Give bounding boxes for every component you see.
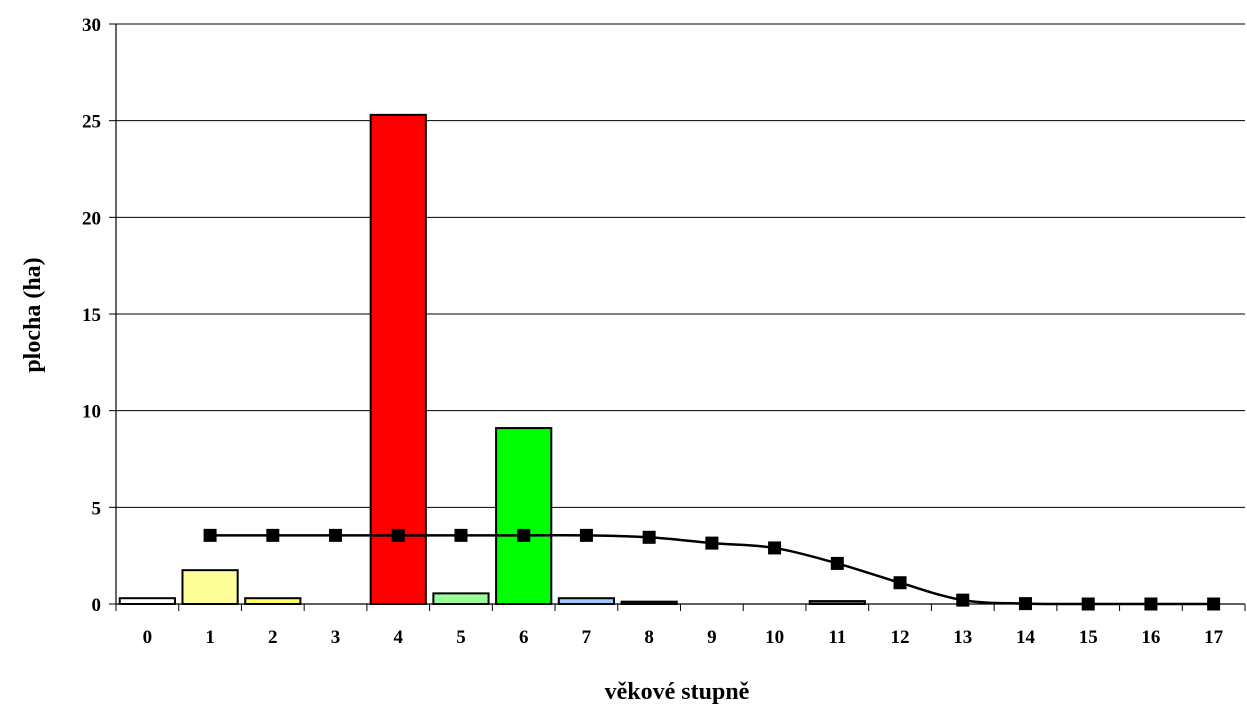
line-series xyxy=(203,528,1221,611)
gridlines xyxy=(109,23,1245,605)
bar-5 xyxy=(432,592,490,605)
bar-6 xyxy=(495,427,553,606)
line-marker-2 xyxy=(266,528,280,542)
line-marker-6 xyxy=(517,528,531,542)
bar-series xyxy=(118,113,866,606)
line-marker-8 xyxy=(642,530,656,544)
y-tick-label: 15 xyxy=(82,305,101,326)
y-tick-label: 0 xyxy=(92,595,102,616)
y-tick-label: 5 xyxy=(92,498,102,519)
x-tick-label: 8 xyxy=(644,627,654,648)
line-marker-4 xyxy=(391,528,405,542)
axes xyxy=(115,24,1246,611)
x-tick-label: 1 xyxy=(205,627,215,648)
line-marker-11 xyxy=(830,556,844,570)
bar-0 xyxy=(118,597,176,606)
line-marker-7 xyxy=(579,528,593,542)
x-tick-label: 17 xyxy=(1204,627,1224,648)
x-tick-label: 2 xyxy=(268,627,278,648)
line-marker-15 xyxy=(1081,597,1095,611)
x-tick-label: 3 xyxy=(331,627,341,648)
line-marker-9 xyxy=(705,536,719,550)
bar-1 xyxy=(181,569,239,606)
line-marker-3 xyxy=(329,528,343,542)
x-tick-label: 13 xyxy=(953,627,972,648)
x-tick-label: 15 xyxy=(1079,627,1098,648)
x-tick-label: 6 xyxy=(519,627,529,648)
line-marker-16 xyxy=(1144,597,1158,611)
line-marker-10 xyxy=(768,541,782,555)
y-tick-label: 30 xyxy=(82,15,101,36)
y-axis-title: plocha (ha) xyxy=(20,257,46,372)
x-tick-label: 11 xyxy=(828,627,846,648)
x-tick-label: 10 xyxy=(765,627,784,648)
x-tick-label: 9 xyxy=(707,627,717,648)
bar-2 xyxy=(244,597,302,606)
line-marker-5 xyxy=(454,528,468,542)
line-marker-12 xyxy=(893,576,907,590)
x-tick-label: 7 xyxy=(582,627,592,648)
y-tick-label: 20 xyxy=(82,208,101,229)
y-tick-labels: 0 5 10 15 20 25 30 xyxy=(82,15,101,616)
x-tick-label: 12 xyxy=(891,627,910,648)
line-marker-1 xyxy=(203,528,217,542)
line-marker-13 xyxy=(956,593,970,607)
x-tick-label: 5 xyxy=(456,627,466,648)
bar-4 xyxy=(369,113,427,605)
line-marker-17 xyxy=(1207,597,1221,611)
bar-7 xyxy=(557,597,616,606)
x-tick-label: 14 xyxy=(1016,627,1036,648)
x-tick-label: 16 xyxy=(1141,627,1160,648)
line-marker-14 xyxy=(1018,597,1032,611)
x-axis-title: věkové stupně xyxy=(605,679,750,705)
x-tick-label: 4 xyxy=(394,627,404,648)
y-tick-label: 10 xyxy=(82,402,101,423)
x-tick-labels: 0 1 2 3 4 5 6 7 8 9 10 11 12 13 14 15 16 17 xyxy=(143,627,1224,648)
x-tick-label: 0 xyxy=(143,627,153,648)
y-tick-label: 25 xyxy=(82,112,101,133)
